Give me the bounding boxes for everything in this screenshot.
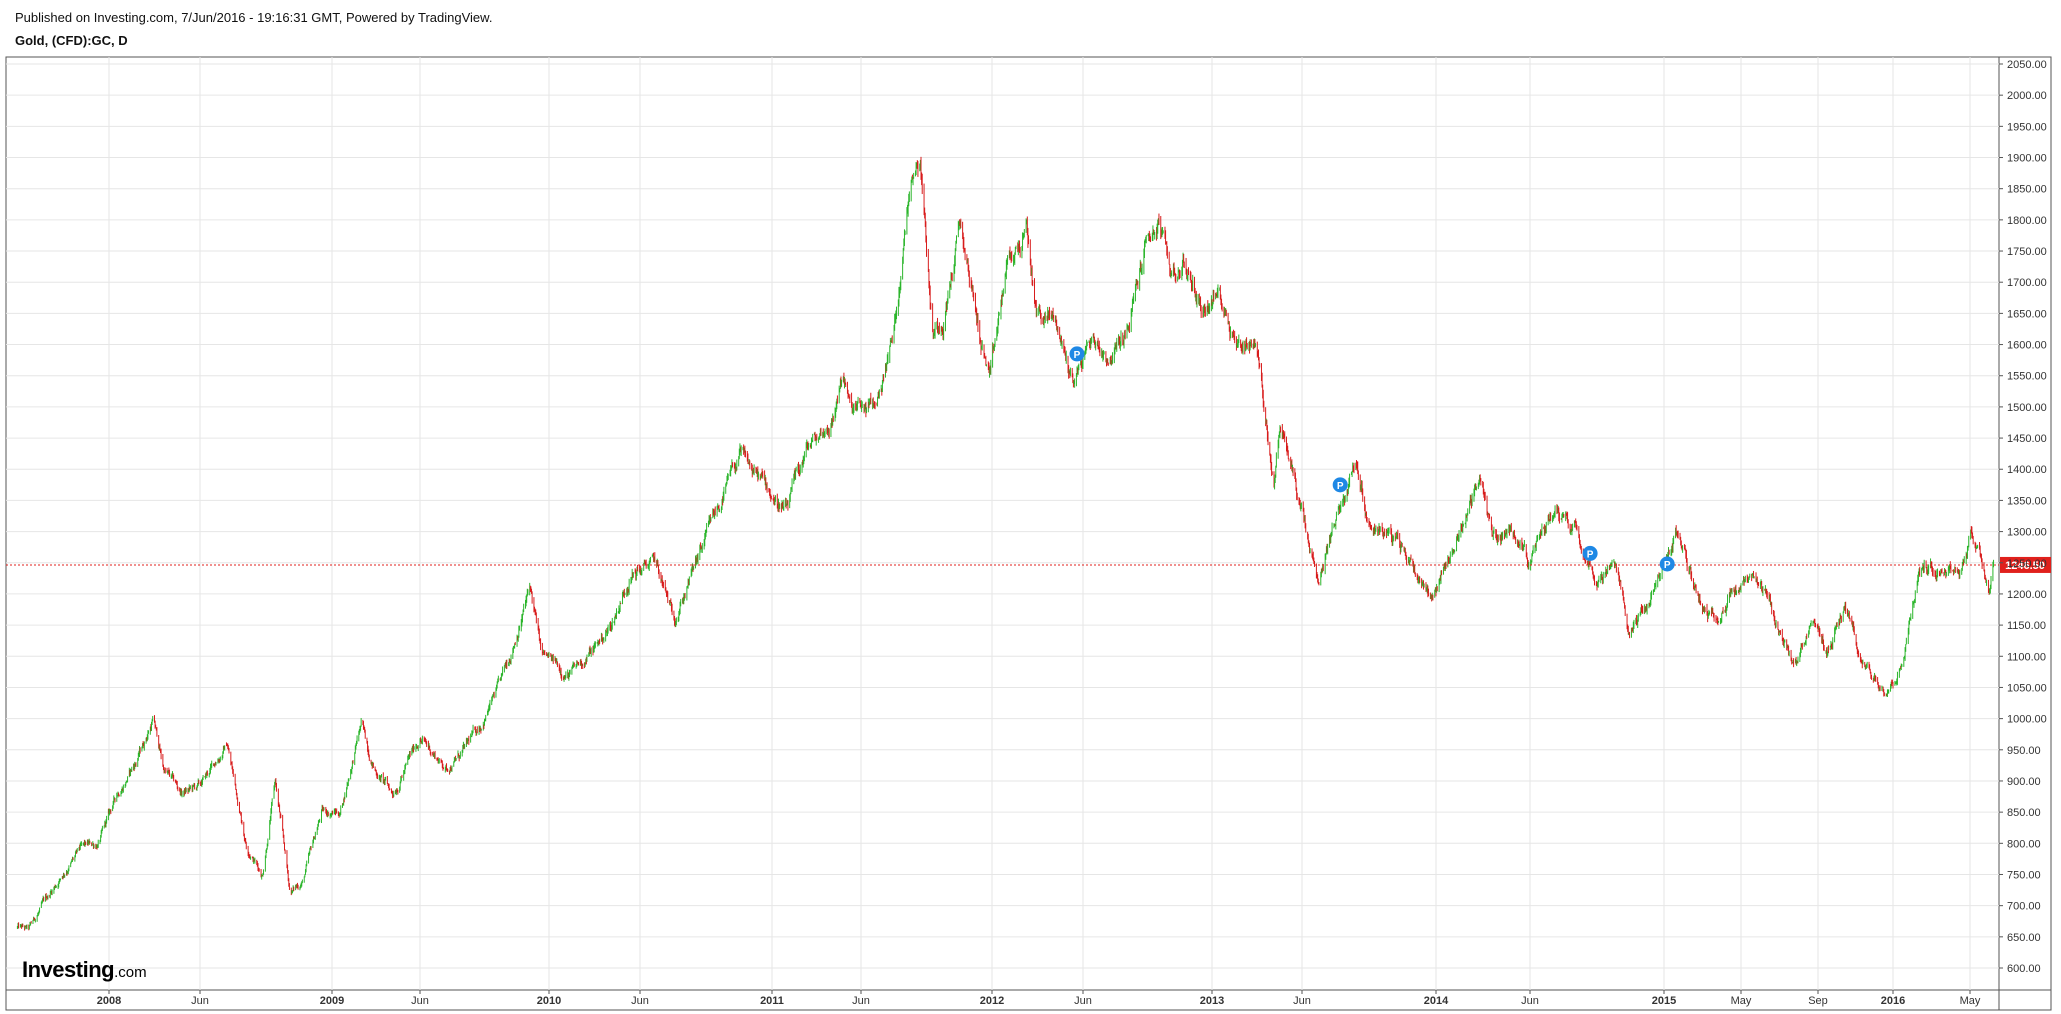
- investing-logo: Investing.com: [22, 957, 147, 982]
- x-tick-label: 2010: [537, 995, 561, 1007]
- last-price-badge: [2000, 556, 2051, 573]
- pivot-marker-icon: [1069, 346, 1085, 362]
- pivot-marker-label: P: [1587, 549, 1594, 560]
- axes: 600.00 650.00 700.00 750.00 800.00 850.00 900.…: [97, 59, 2047, 1007]
- x-tick-label: 2011: [760, 995, 784, 1007]
- y-tick-label: 2050.00: [2007, 59, 2047, 71]
- grid-lines: [6, 57, 1999, 990]
- chart-frame: [5, 56, 2052, 1011]
- symbol-title: Gold, (CFD):GC, D: [15, 33, 128, 48]
- pivot-marker-label: P: [1664, 560, 1671, 571]
- y-tick-label: 1550.00: [2007, 371, 2047, 383]
- x-tick-label: Jun: [1521, 995, 1539, 1007]
- x-tick-label: 2015: [1652, 995, 1676, 1007]
- y-tick-label: 750.00: [2007, 869, 2041, 881]
- x-tick-label: 2008: [97, 995, 121, 1007]
- x-tick-label: Jun: [1293, 995, 1311, 1007]
- y-tick-label: 900.00: [2007, 776, 2041, 788]
- y-tick-label: 1850.00: [2007, 184, 2047, 196]
- x-tick-label: Sep: [1808, 995, 1828, 1007]
- pivot-marker-label: P: [1337, 481, 1344, 492]
- y-tick-label: 1650.00: [2007, 308, 2047, 320]
- pivot-marker-label: P: [1074, 350, 1081, 361]
- x-tick-label: May: [1960, 995, 1981, 1007]
- x-tick-label: 2012: [980, 995, 1004, 1007]
- y-tick-label: 1000.00: [2007, 714, 2047, 726]
- y-tick-label: 1250.00: [2007, 558, 2047, 570]
- x-tick-label: 2013: [1200, 995, 1224, 1007]
- x-tick-label: Jun: [1074, 995, 1092, 1007]
- x-tick-label: Jun: [852, 995, 870, 1007]
- y-tick-label: 1500.00: [2007, 402, 2047, 414]
- y-tick-label: 1150.00: [2007, 620, 2046, 632]
- y-tick-label: 850.00: [2007, 807, 2041, 819]
- overlays: 1246.50 P P P P: [6, 346, 2051, 573]
- x-tick-label: 2016: [1881, 995, 1905, 1007]
- y-tick-label: 2000.00: [2007, 90, 2047, 102]
- y-tick-label: 800.00: [2007, 838, 2041, 850]
- pivot-marker-icon: [1332, 477, 1348, 493]
- y-tick-label: 1350.00: [2007, 495, 2047, 507]
- x-tick-label: Jun: [631, 995, 649, 1007]
- y-tick-label: 1600.00: [2007, 340, 2047, 352]
- y-tick-label: 1800.00: [2007, 215, 2047, 227]
- y-tick-label: 1100.00: [2007, 651, 2046, 663]
- y-tick-label: 1400.00: [2007, 464, 2047, 476]
- y-tick-label: 1450.00: [2007, 433, 2047, 445]
- published-info: Published on Investing.com, 7/Jun/2016 -…: [15, 10, 493, 25]
- x-tick-label: Jun: [191, 995, 209, 1007]
- y-tick-label: 950.00: [2007, 745, 2041, 757]
- y-tick-label: 700.00: [2007, 901, 2041, 913]
- y-tick-label: 1750.00: [2007, 246, 2047, 258]
- x-tick-label: May: [1731, 995, 1752, 1007]
- candles: [16, 156, 1995, 931]
- y-tick-label: 600.00: [2007, 963, 2041, 975]
- x-tick-label: 2014: [1424, 995, 1449, 1007]
- x-tick-label: 2009: [320, 995, 344, 1007]
- y-tick-label: 1050.00: [2007, 682, 2047, 694]
- y-tick-label: 1900.00: [2007, 153, 2047, 165]
- pivot-marker-icon: [1659, 556, 1675, 572]
- y-tick-label: 1300.00: [2007, 527, 2047, 539]
- last-price-label: 1246.50: [2005, 560, 2045, 572]
- y-tick-label: 1200.00: [2007, 589, 2047, 601]
- y-tick-label: 1950.00: [2007, 121, 2047, 133]
- x-tick-label: Jun: [411, 995, 429, 1007]
- y-tick-label: 650.00: [2007, 932, 2041, 944]
- pivot-marker-icon: [1582, 545, 1598, 561]
- y-tick-label: 1700.00: [2007, 277, 2047, 289]
